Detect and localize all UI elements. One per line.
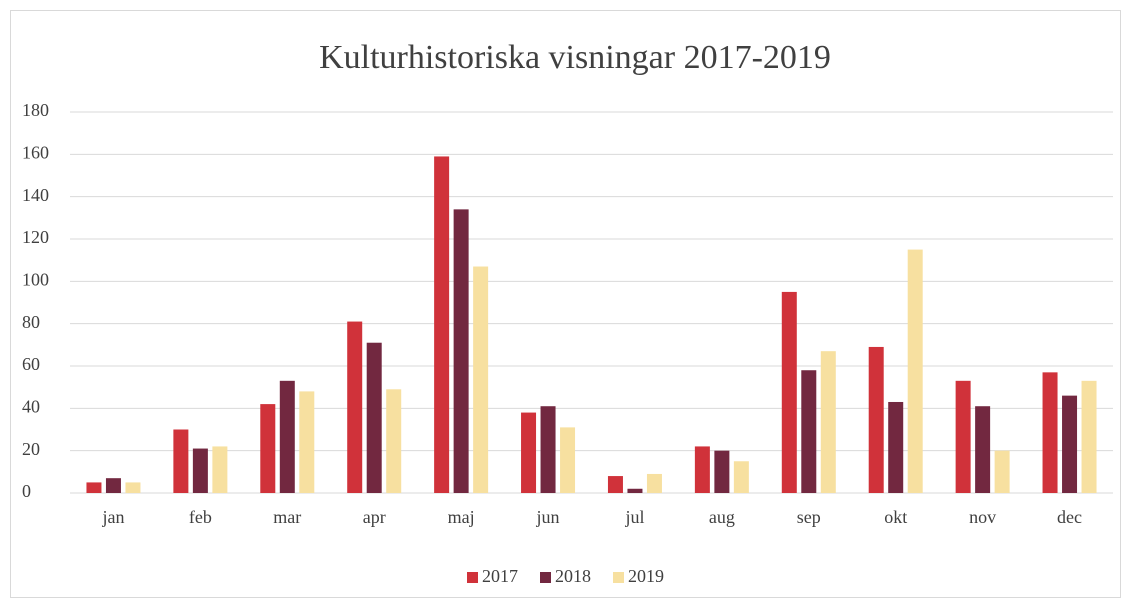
x-tick-label: sep — [797, 507, 821, 527]
bar — [125, 482, 141, 493]
bar — [868, 346, 884, 493]
bar — [820, 351, 836, 493]
legend-label: 2018 — [555, 566, 591, 586]
bar — [299, 391, 315, 493]
bar — [453, 209, 469, 493]
y-tick-label: 180 — [22, 100, 49, 120]
bar — [888, 401, 904, 493]
x-tick-label: nov — [969, 507, 996, 527]
bar — [521, 412, 537, 493]
bar — [86, 482, 102, 493]
legend-label: 2019 — [628, 566, 664, 586]
bar — [955, 380, 971, 493]
bar — [1062, 395, 1078, 493]
legend-swatch — [613, 572, 624, 583]
y-tick-label: 120 — [22, 227, 49, 247]
bar — [714, 450, 730, 493]
x-tick-label: mar — [273, 507, 301, 527]
y-tick-label: 80 — [22, 312, 40, 332]
bar — [1042, 372, 1058, 493]
x-tick-label: dec — [1057, 507, 1082, 527]
bar — [646, 473, 662, 493]
bar — [212, 446, 228, 493]
chart-border — [10, 10, 1121, 598]
bar — [386, 389, 402, 493]
bar — [192, 448, 208, 493]
bar — [994, 450, 1010, 493]
bar — [801, 370, 817, 493]
x-tick-label: okt — [884, 507, 907, 527]
bar — [473, 266, 489, 493]
bar — [907, 249, 923, 493]
legend-label: 2017 — [482, 566, 518, 586]
bar — [366, 342, 382, 493]
x-tick-label: feb — [189, 507, 212, 527]
bar — [173, 429, 189, 493]
bar — [347, 321, 363, 493]
y-tick-label: 20 — [22, 439, 40, 459]
bar — [627, 488, 643, 493]
bar — [1081, 380, 1097, 493]
chart-title: Kulturhistoriska visningar 2017-2019 — [319, 39, 831, 76]
bar — [694, 446, 710, 493]
x-tick-label: maj — [448, 507, 475, 527]
bar — [607, 476, 623, 493]
bar — [279, 380, 295, 493]
y-tick-label: 60 — [22, 354, 40, 374]
x-tick-label: aug — [709, 507, 735, 527]
x-tick-label: jul — [624, 507, 644, 527]
bar — [540, 406, 556, 493]
bar — [105, 478, 121, 493]
legend-swatch — [467, 572, 478, 583]
bar — [560, 427, 576, 493]
y-tick-label: 40 — [22, 396, 40, 416]
x-tick-label: apr — [363, 507, 386, 527]
bar — [260, 404, 276, 493]
x-tick-label: jan — [101, 507, 124, 527]
x-tick-label: jun — [536, 507, 560, 527]
legend-swatch — [540, 572, 551, 583]
bar — [975, 406, 991, 493]
bar — [434, 156, 450, 493]
bar — [733, 461, 749, 493]
y-tick-label: 100 — [22, 269, 49, 289]
y-tick-label: 0 — [22, 481, 31, 501]
y-tick-label: 160 — [22, 142, 49, 162]
bar — [781, 291, 797, 493]
y-tick-label: 140 — [22, 185, 49, 205]
